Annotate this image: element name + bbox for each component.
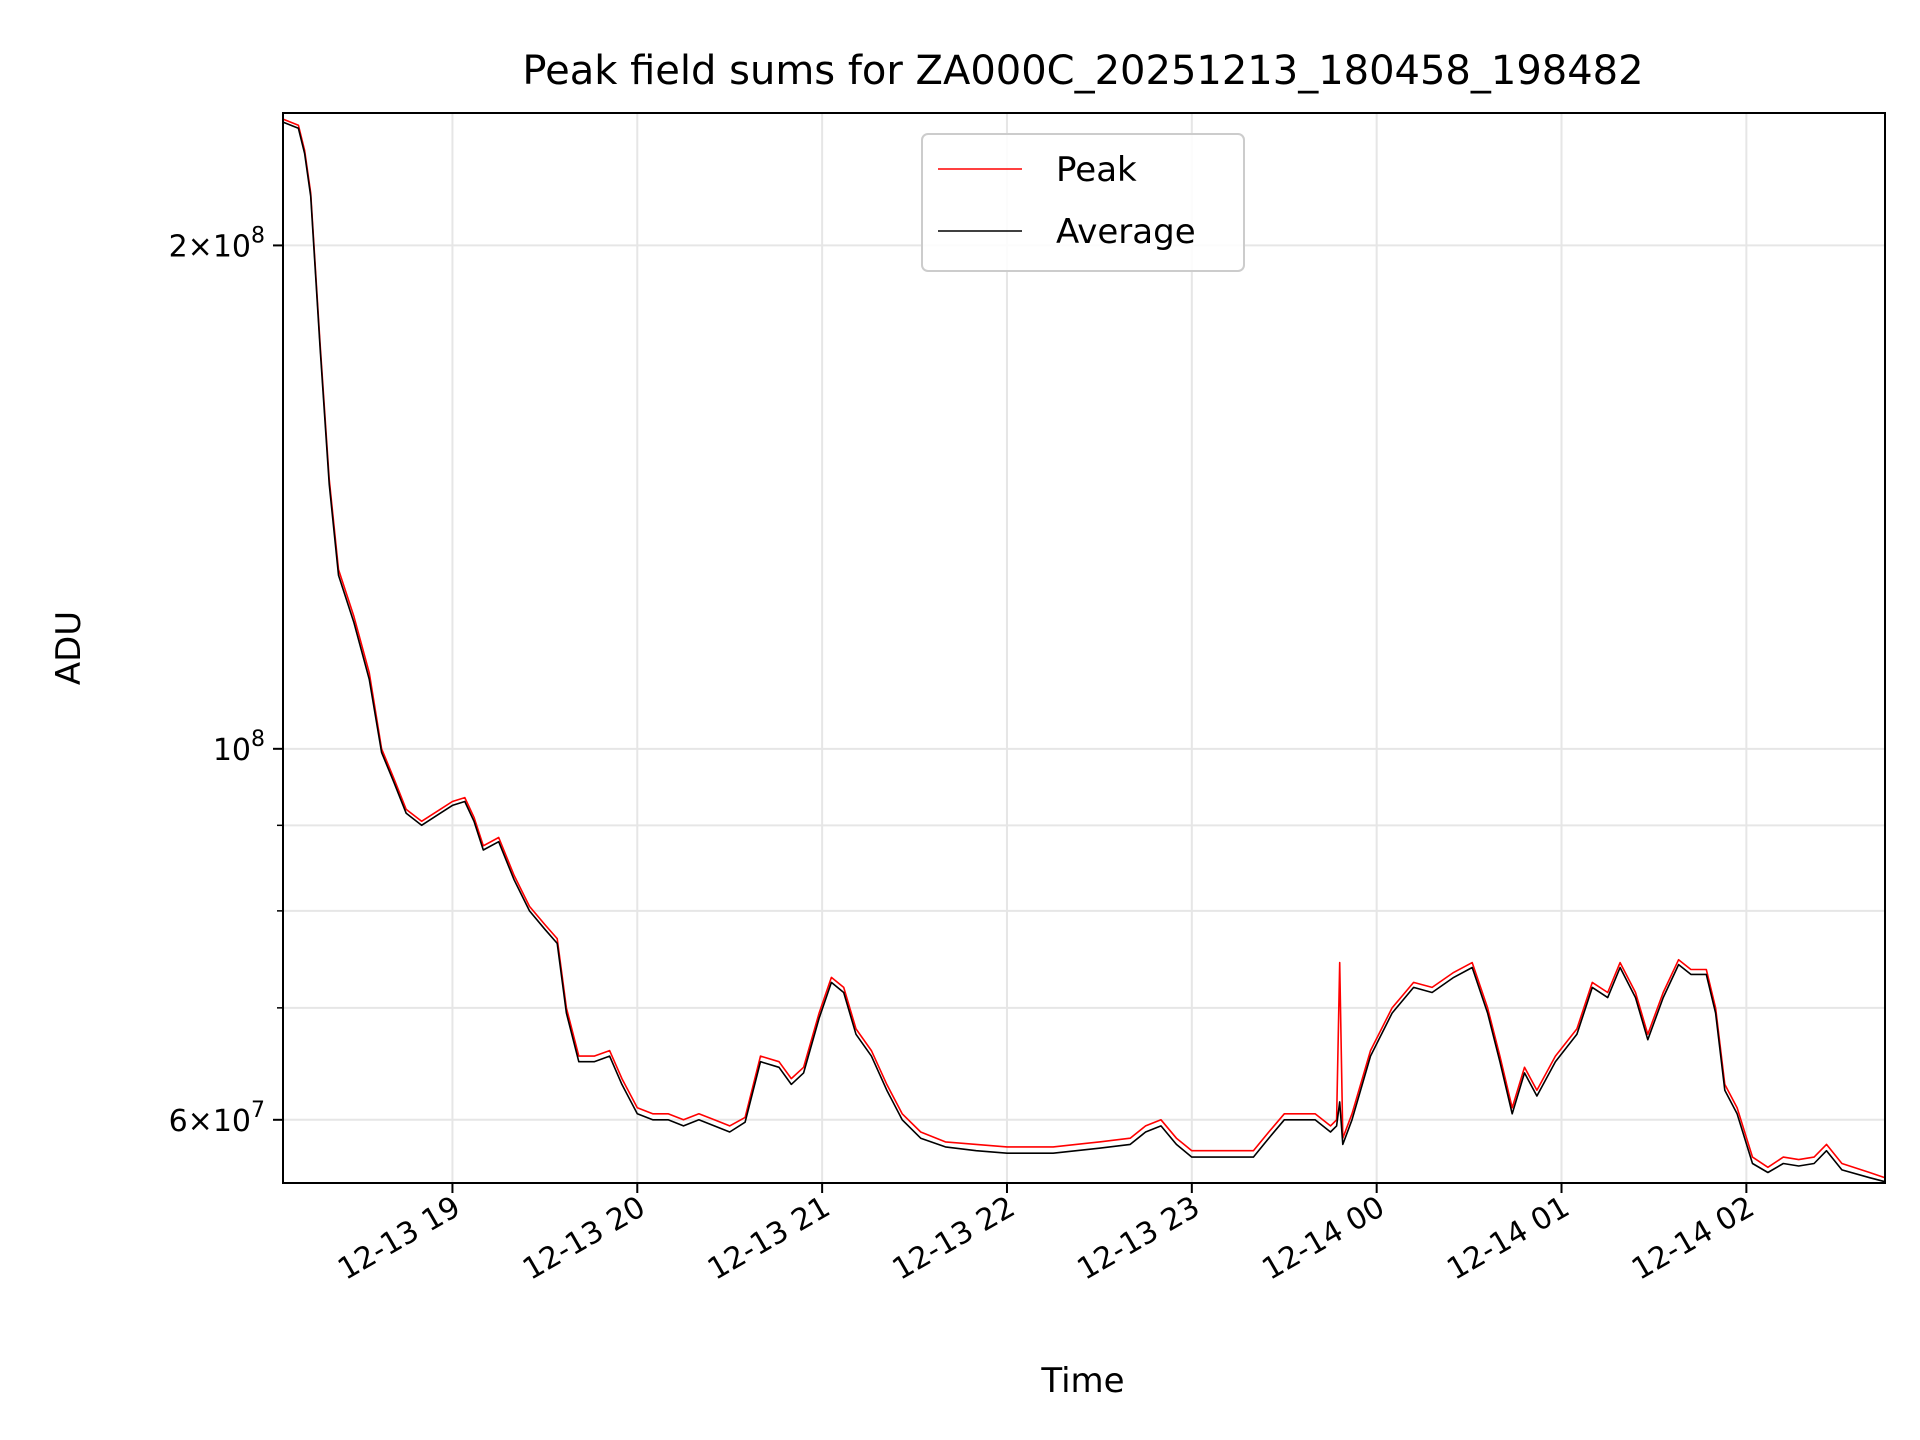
grid xyxy=(283,113,1885,1183)
y-axis-label: ADU xyxy=(49,611,89,685)
y-axis: 2×108 108 6×107 xyxy=(169,223,283,1139)
legend-label-average: Average xyxy=(1056,212,1196,252)
chart-title: Peak field sums for ZA000C_20251213_1804… xyxy=(522,48,1643,94)
series-line-average xyxy=(282,116,1886,1183)
y-tick-label: 6×107 xyxy=(169,1098,265,1139)
x-axis-label: Time xyxy=(1040,1361,1124,1401)
series-line-peak xyxy=(282,113,1886,1179)
y-tick-label: 108 xyxy=(213,727,265,768)
plot-frame xyxy=(282,112,1886,1184)
y-tick-label: 2×108 xyxy=(169,223,265,264)
legend-label-peak: Peak xyxy=(1056,150,1137,190)
series-layer xyxy=(282,113,1886,1183)
legend: Peak Average xyxy=(921,133,1245,272)
